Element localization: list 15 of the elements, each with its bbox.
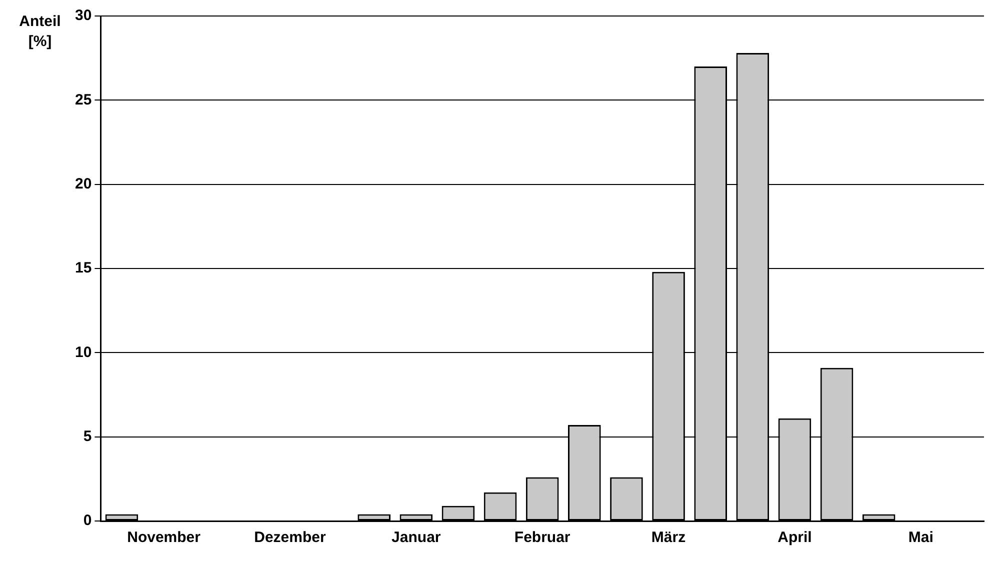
x-tick-label: Dezember — [254, 529, 326, 546]
x-tick-label: Januar — [392, 529, 441, 546]
x-tick-label: April — [778, 529, 812, 546]
y-tick-label: 25 — [74, 91, 92, 108]
y-axis-title: Anteil [%] — [18, 12, 62, 52]
x-tick-label: Februar — [514, 529, 570, 546]
x-tick-label: November — [127, 529, 201, 546]
y-tick-label: 30 — [74, 7, 92, 24]
y-tick-label: 15 — [74, 260, 92, 277]
y-tick-label: 0 — [83, 512, 92, 530]
x-tick-label: März — [651, 529, 686, 546]
y-tick-label: 10 — [74, 344, 92, 361]
y-tick-label: 20 — [74, 175, 92, 192]
y-tick-label: 5 — [83, 428, 92, 445]
x-tick-label: Mai — [908, 529, 934, 546]
